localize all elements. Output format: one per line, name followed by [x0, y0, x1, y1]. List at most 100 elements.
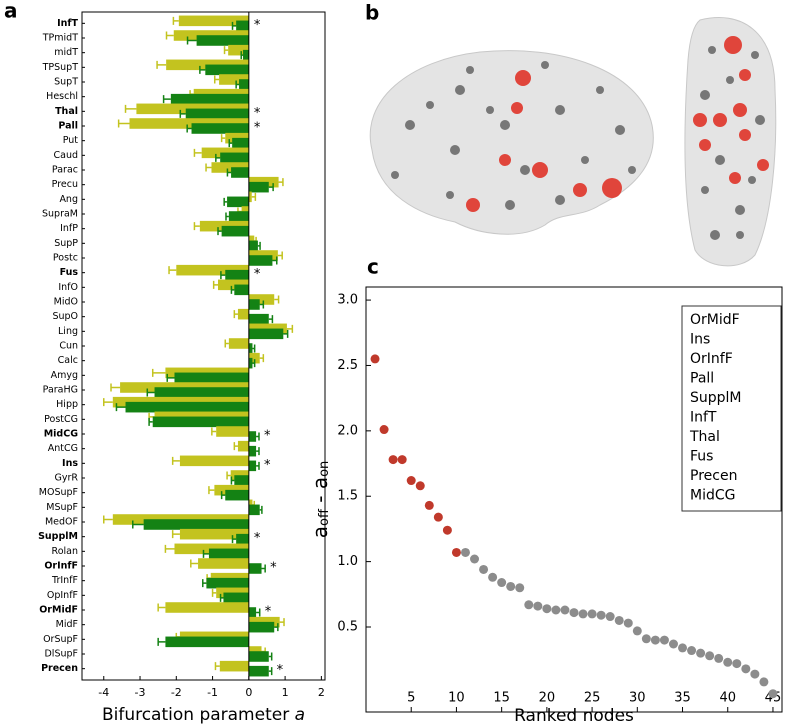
point: [723, 657, 733, 667]
bar: [220, 152, 249, 164]
point: [768, 689, 778, 699]
bar: [248, 240, 258, 252]
category-label: ParaHG: [43, 385, 78, 396]
error-bar: [186, 36, 197, 45]
x-tick-label: 40: [719, 691, 736, 706]
error-bar: [257, 241, 261, 250]
x-axis-label-symbol: a: [295, 705, 305, 725]
x-tick-label: -3: [135, 686, 146, 699]
category-label: SupO: [52, 311, 78, 322]
error-bar: [115, 403, 126, 412]
error-bar: [208, 486, 215, 495]
error-bar: [256, 432, 260, 441]
point: [678, 643, 688, 653]
point: [406, 476, 416, 486]
error-bar: [259, 505, 263, 514]
bar: [231, 167, 249, 178]
error-bar: [193, 222, 200, 231]
panel-label: b: [365, 1, 379, 25]
category-label: Postc: [53, 253, 78, 264]
point: [470, 554, 480, 564]
category-label: TPSupT: [42, 62, 79, 73]
error-bar: [211, 588, 217, 597]
category-label: MedOF: [45, 517, 78, 528]
significance-star: *: [277, 663, 284, 678]
bar: [219, 660, 249, 672]
category-label: OrInfF: [44, 561, 78, 572]
bar: [154, 387, 249, 398]
category-label: InfO: [58, 282, 78, 293]
bar: [248, 651, 269, 662]
legend-entry: MidCG: [690, 488, 735, 504]
brain-images: [369, 17, 777, 267]
error-bar: [214, 662, 220, 671]
error-bar: [124, 104, 137, 113]
point: [650, 635, 660, 645]
error-bar: [186, 124, 192, 133]
category-label: Precen: [41, 663, 78, 674]
category-label: Pall: [58, 121, 78, 132]
point: [696, 648, 706, 658]
bar: [248, 563, 262, 574]
point: [433, 512, 443, 522]
error-bar: [283, 329, 289, 338]
error-bar: [132, 520, 144, 529]
x-tick-label: 2: [318, 686, 325, 699]
bar: [191, 123, 249, 134]
bar: [248, 665, 269, 677]
error-bar: [103, 515, 113, 524]
category-label: InfT: [57, 18, 78, 29]
significance-star: *: [254, 121, 261, 136]
bar: [205, 64, 249, 76]
error-bar: [117, 119, 130, 128]
significance-star: *: [254, 18, 261, 33]
error-bar: [268, 183, 274, 192]
bar: [248, 352, 260, 364]
category-label: AntCG: [48, 443, 78, 454]
point: [542, 604, 552, 614]
error-bar: [205, 163, 212, 172]
bar: [248, 255, 273, 266]
x-axis-label: Ranked nodes: [514, 706, 634, 725]
error-bar: [110, 383, 121, 392]
bar: [179, 528, 249, 540]
bar: [143, 519, 249, 530]
point: [741, 664, 751, 674]
legend-entry: Fus: [690, 449, 713, 465]
error-bar: [212, 280, 219, 289]
point: [578, 609, 588, 619]
error-bar: [202, 549, 209, 558]
point: [551, 605, 561, 615]
error-bar: [228, 139, 233, 148]
bar: [234, 284, 249, 296]
bar: [234, 475, 249, 486]
x-tick-label: 5: [407, 691, 415, 706]
error-bar: [259, 300, 265, 309]
legend-entry: SupplM: [690, 390, 742, 406]
point: [515, 583, 525, 593]
point: [623, 618, 633, 628]
bar: [129, 118, 249, 129]
error-bar: [220, 134, 226, 143]
bar: [248, 357, 253, 369]
category-label: Hipp: [56, 399, 78, 410]
error-bar: [272, 256, 278, 265]
error-bar: [165, 31, 174, 40]
point: [460, 547, 470, 557]
point: [488, 572, 498, 582]
y-axis-label-part: off: [317, 508, 332, 526]
bar: [225, 489, 249, 501]
y-tick-label: 0.5: [337, 620, 358, 635]
significance-star: *: [254, 106, 261, 121]
significance-star: *: [254, 531, 261, 546]
legend-entry: Ins: [690, 332, 710, 348]
category-label: InfP: [60, 223, 78, 234]
x-tick-label: 15: [493, 691, 510, 706]
error-bar: [171, 530, 180, 539]
bar: [227, 196, 249, 208]
error-bar: [256, 608, 261, 617]
error-bar: [268, 315, 274, 324]
point: [569, 608, 579, 618]
bar: [125, 401, 249, 413]
